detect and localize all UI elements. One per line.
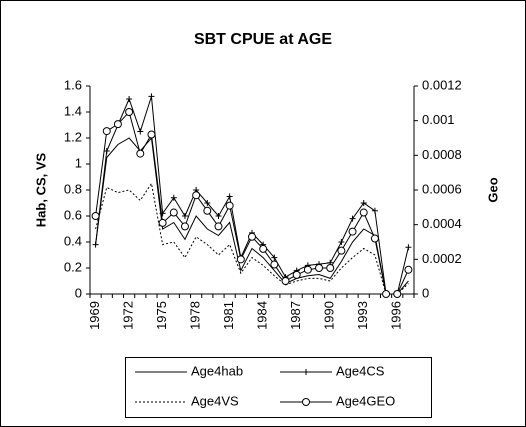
point-marker (102, 127, 111, 136)
point-marker (281, 277, 290, 285)
x-tick-label: 1984 (255, 301, 270, 330)
point-marker (393, 290, 402, 298)
y2-tick-label: 0.0002 (422, 251, 462, 266)
point-marker (370, 234, 379, 243)
point-marker (180, 222, 189, 231)
x-tick-label: 1987 (288, 301, 303, 330)
point-marker (359, 208, 368, 217)
y2-tick-label: 0.0004 (422, 216, 462, 231)
point-marker (169, 208, 178, 217)
x-tick-label: 1996 (389, 301, 404, 330)
point-marker (148, 93, 155, 100)
point-marker (137, 128, 144, 135)
point-marker (113, 120, 122, 129)
x-tick-label: 1990 (322, 301, 337, 330)
point-marker (92, 241, 99, 248)
point-marker (147, 130, 156, 139)
y2-tick-label: 0.001 (422, 112, 455, 127)
point-marker (158, 218, 167, 227)
y-tick-label: 1.6 (64, 77, 82, 92)
point-marker (103, 148, 110, 154)
point-marker (271, 254, 278, 261)
legend-marker (302, 398, 310, 406)
y-tick-label: 0.8 (64, 181, 82, 196)
y-tick-label: 0.6 (64, 207, 82, 222)
point-marker (348, 227, 357, 236)
legend-label: Age4GEO (336, 393, 395, 408)
chart-title: SBT CPUE at AGE (194, 31, 332, 48)
y-tick-label: 0.4 (64, 233, 82, 248)
x-tick-label: 1978 (188, 301, 203, 330)
point-marker (204, 200, 211, 206)
point-marker (338, 239, 345, 245)
point-marker (126, 96, 133, 102)
point-marker (226, 193, 233, 200)
series-line (95, 136, 409, 295)
y-tick-label: 0 (75, 285, 82, 300)
y2-tick-label: 0.0008 (422, 147, 462, 162)
point-marker (360, 200, 367, 206)
point-marker (337, 246, 346, 255)
legend-label: Age4CS (336, 363, 385, 378)
point-marker (404, 265, 413, 274)
x-tick-label: 1981 (221, 301, 236, 330)
point-marker (315, 264, 324, 272)
point-marker (136, 149, 145, 158)
point-marker (382, 290, 391, 298)
point-marker (170, 194, 177, 201)
y-tick-label: 1.2 (64, 129, 82, 144)
y-tick-label: 1.4 (64, 103, 82, 118)
point-marker (292, 270, 301, 279)
point-marker (248, 232, 256, 241)
point-marker (181, 213, 188, 219)
point-marker (203, 206, 212, 215)
y-tick-label: 0.2 (64, 259, 82, 274)
legend-label: Age4hab (191, 363, 243, 378)
point-marker (236, 255, 245, 264)
point-marker (349, 215, 356, 222)
point-marker (214, 222, 223, 231)
point-marker (215, 213, 222, 219)
y2-tick-label: 0.0012 (422, 77, 462, 92)
x-tick-label: 1975 (154, 301, 169, 330)
y2-tick-label: 0.0006 (422, 181, 462, 196)
point-marker (371, 207, 378, 214)
legend-box (125, 357, 432, 418)
point-marker (270, 260, 279, 269)
legend-marker (303, 369, 309, 375)
point-marker (326, 264, 335, 272)
point-marker (303, 265, 312, 274)
legend-label: Age4VS (191, 393, 239, 408)
y-tick-label: 1 (75, 155, 82, 170)
point-marker (91, 212, 100, 220)
point-marker (125, 108, 134, 116)
y2-axis-label: Geo (485, 177, 500, 202)
y2-tick-label: 0 (422, 285, 429, 300)
point-marker (159, 210, 166, 217)
point-marker (405, 244, 412, 251)
series-line (95, 182, 409, 295)
point-marker (259, 244, 268, 253)
point-marker (192, 191, 201, 200)
x-tick-label: 1972 (121, 301, 136, 330)
x-tick-label: 1993 (355, 301, 370, 330)
y-axis-label: Hab, CS, VS (33, 152, 48, 227)
point-marker (225, 201, 234, 210)
x-tick-label: 1969 (87, 301, 102, 330)
